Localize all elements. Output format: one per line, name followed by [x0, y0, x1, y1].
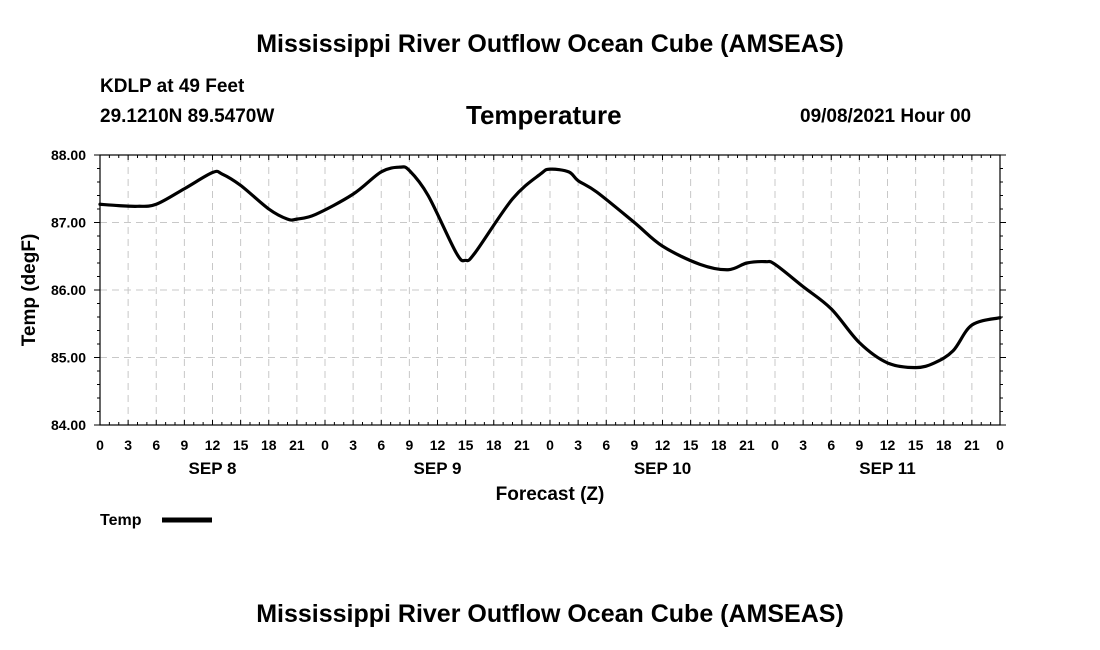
x-tick-label: 18 — [711, 437, 727, 453]
x-tick-label: 0 — [96, 437, 104, 453]
page-title-bottom: Mississippi River Outflow Ocean Cube (AM… — [256, 600, 844, 628]
tick-layer — [94, 154, 1006, 426]
x-tick-label: 21 — [289, 437, 305, 453]
y-tick-label: 86.00 — [51, 282, 86, 298]
day-label: SEP 9 — [414, 459, 462, 478]
grid-layer — [100, 155, 1000, 425]
x-tick-label: 9 — [630, 437, 638, 453]
coordinates-label: 29.1210N 89.5470W — [100, 106, 275, 127]
x-tick-label: 6 — [377, 437, 385, 453]
datetime-label: 09/08/2021 Hour 00 — [800, 106, 972, 127]
x-tick-label: 6 — [827, 437, 835, 453]
x-tick-label: 18 — [261, 437, 277, 453]
x-tick-label: 21 — [964, 437, 980, 453]
x-tick-label: 21 — [514, 437, 530, 453]
station-label: KDLP at 49 Feet — [100, 76, 245, 97]
day-label: SEP 11 — [859, 459, 915, 478]
x-tick-label: 12 — [655, 437, 671, 453]
x-tick-label: 12 — [205, 437, 221, 453]
x-tick-label: 18 — [936, 437, 952, 453]
page-title-top: Mississippi River Outflow Ocean Cube (AM… — [256, 30, 844, 58]
x-tick-label: 0 — [321, 437, 329, 453]
series-line-temp — [98, 165, 1002, 370]
x-tick-label: 18 — [486, 437, 502, 453]
y-tick-label: 87.00 — [51, 215, 86, 231]
day-label: SEP 8 — [189, 459, 237, 478]
y-tick-label: 85.00 — [51, 350, 86, 366]
day-label: SEP 10 — [634, 459, 691, 478]
x-tick-label: 3 — [124, 437, 132, 453]
x-tick-label: 15 — [683, 437, 699, 453]
y-tick-label: 88.00 — [51, 147, 86, 163]
x-tick-label: 3 — [349, 437, 357, 453]
chart-title: Temperature — [466, 100, 622, 130]
x-tick-label: 15 — [908, 437, 924, 453]
x-tick-label: 0 — [996, 437, 1004, 453]
label-layer: 0 3 6 9 12 15 18 21 0 3 6 9 12 15 18 21 0 3 6 9 12 15 18 21 0 3 6 9… — [51, 147, 1004, 478]
x-tick-label: 9 — [855, 437, 863, 453]
x-tick-label: 15 — [458, 437, 474, 453]
x-tick-label: 0 — [771, 437, 779, 453]
x-tick-label: 12 — [880, 437, 896, 453]
legend-label-temp: Temp — [100, 512, 142, 529]
x-tick-label: 6 — [152, 437, 160, 453]
x-tick-label: 9 — [405, 437, 413, 453]
x-tick-label: 12 — [430, 437, 446, 453]
x-tick-label: 15 — [233, 437, 249, 453]
x-tick-label: 21 — [739, 437, 755, 453]
x-tick-label: 9 — [180, 437, 188, 453]
x-tick-label: 0 — [546, 437, 554, 453]
x-tick-label: 3 — [574, 437, 582, 453]
x-axis-label: Forecast (Z) — [496, 484, 605, 505]
y-tick-label: 84.00 — [51, 417, 86, 433]
x-tick-label: 3 — [799, 437, 807, 453]
y-axis-label: Temp (degF) — [19, 234, 40, 347]
x-tick-label: 6 — [602, 437, 610, 453]
